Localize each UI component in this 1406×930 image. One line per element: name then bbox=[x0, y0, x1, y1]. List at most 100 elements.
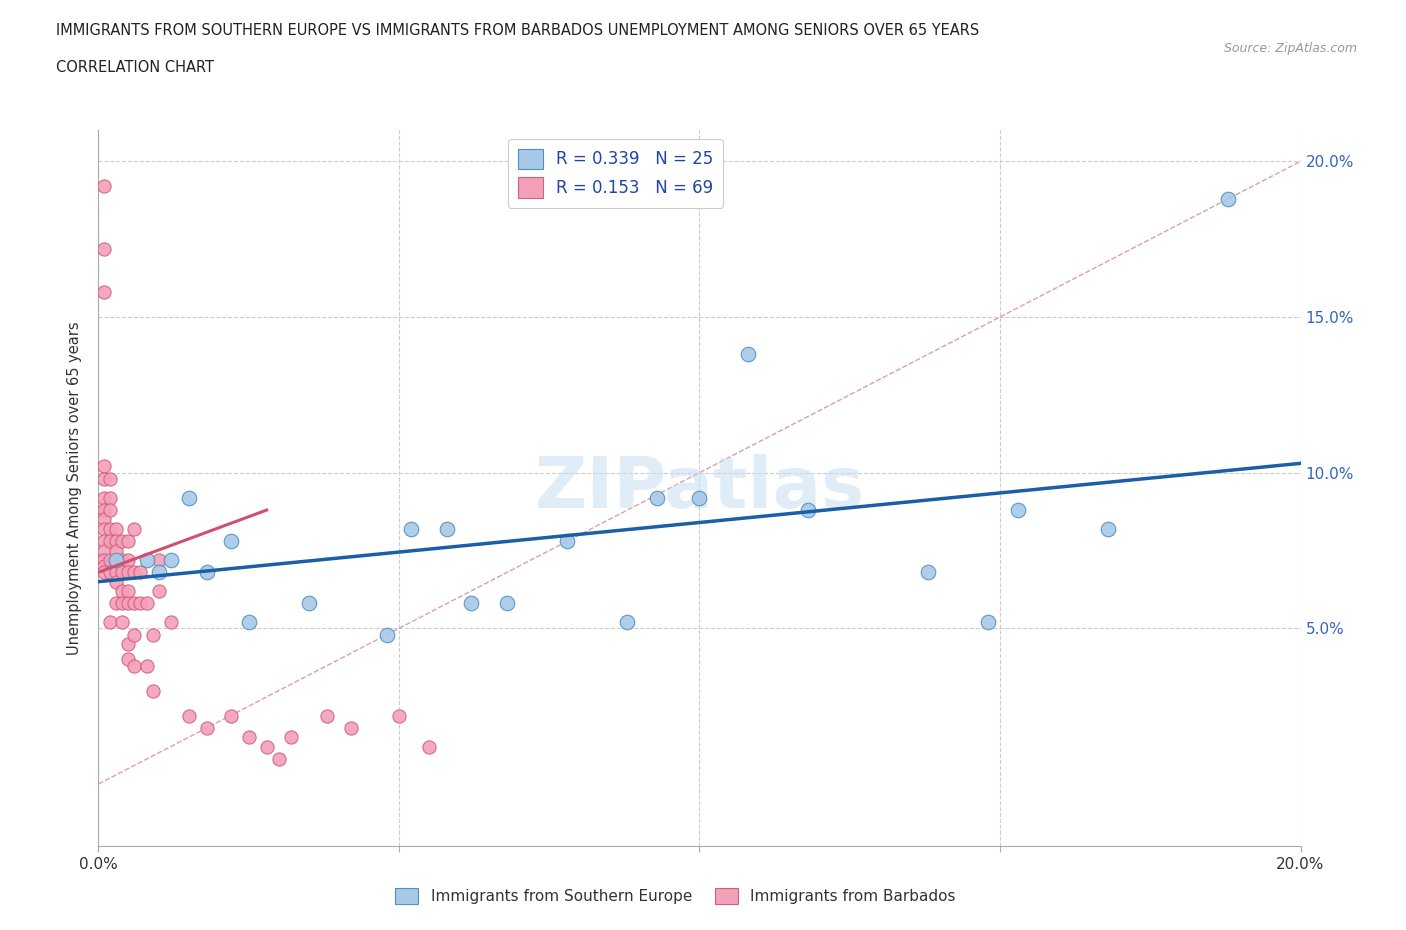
Point bbox=[148, 565, 170, 579]
Point bbox=[93, 565, 115, 579]
Point bbox=[177, 490, 200, 505]
Point bbox=[93, 502, 115, 517]
Point bbox=[388, 708, 411, 723]
Point bbox=[124, 565, 146, 579]
Point bbox=[105, 574, 128, 589]
Point bbox=[124, 627, 146, 642]
Point bbox=[238, 615, 260, 630]
Point bbox=[111, 565, 134, 579]
Text: CORRELATION CHART: CORRELATION CHART bbox=[56, 60, 214, 75]
Point bbox=[117, 552, 139, 567]
Point bbox=[977, 615, 1000, 630]
Point bbox=[105, 552, 128, 567]
Point bbox=[93, 285, 115, 299]
Point bbox=[256, 739, 278, 754]
Point bbox=[917, 565, 939, 579]
Point bbox=[159, 615, 181, 630]
Point bbox=[100, 552, 122, 567]
Point bbox=[195, 565, 218, 579]
Point bbox=[117, 636, 139, 651]
Legend: Immigrants from Southern Europe, Immigrants from Barbados: Immigrants from Southern Europe, Immigra… bbox=[389, 882, 962, 910]
Point bbox=[159, 552, 181, 567]
Point bbox=[105, 552, 128, 567]
Point bbox=[105, 565, 128, 579]
Point bbox=[105, 534, 128, 549]
Point bbox=[135, 596, 157, 611]
Point bbox=[100, 502, 122, 517]
Point bbox=[93, 472, 115, 486]
Y-axis label: Unemployment Among Seniors over 65 years: Unemployment Among Seniors over 65 years bbox=[67, 322, 83, 655]
Text: Source: ZipAtlas.com: Source: ZipAtlas.com bbox=[1223, 42, 1357, 55]
Point bbox=[737, 347, 759, 362]
Point bbox=[135, 658, 157, 673]
Point bbox=[124, 522, 146, 537]
Point bbox=[148, 583, 170, 598]
Point bbox=[93, 179, 115, 193]
Point bbox=[117, 583, 139, 598]
Point bbox=[460, 596, 482, 611]
Point bbox=[647, 490, 669, 505]
Point bbox=[129, 596, 152, 611]
Point bbox=[100, 615, 122, 630]
Point bbox=[436, 522, 458, 537]
Point bbox=[111, 552, 134, 567]
Point bbox=[93, 552, 115, 567]
Point bbox=[129, 565, 152, 579]
Point bbox=[100, 565, 122, 579]
Point bbox=[117, 652, 139, 667]
Point bbox=[117, 534, 139, 549]
Point bbox=[117, 565, 139, 579]
Point bbox=[93, 522, 115, 537]
Point bbox=[93, 490, 115, 505]
Point bbox=[93, 502, 115, 517]
Point bbox=[141, 627, 163, 642]
Point bbox=[177, 708, 200, 723]
Point bbox=[315, 708, 337, 723]
Point bbox=[616, 615, 638, 630]
Point bbox=[796, 502, 818, 517]
Point bbox=[238, 730, 260, 745]
Point bbox=[340, 721, 363, 736]
Point bbox=[93, 459, 115, 474]
Point bbox=[111, 534, 134, 549]
Point bbox=[105, 543, 128, 558]
Point bbox=[93, 543, 115, 558]
Point bbox=[93, 534, 115, 549]
Point bbox=[219, 534, 242, 549]
Point bbox=[105, 522, 128, 537]
Point bbox=[135, 552, 157, 567]
Point bbox=[93, 241, 115, 256]
Point bbox=[117, 596, 139, 611]
Text: ZIPatlas: ZIPatlas bbox=[534, 454, 865, 523]
Point bbox=[100, 534, 122, 549]
Point bbox=[219, 708, 242, 723]
Point bbox=[1097, 522, 1119, 537]
Point bbox=[105, 596, 128, 611]
Point bbox=[93, 559, 115, 574]
Text: IMMIGRANTS FROM SOUTHERN EUROPE VS IMMIGRANTS FROM BARBADOS UNEMPLOYMENT AMONG S: IMMIGRANTS FROM SOUTHERN EUROPE VS IMMIG… bbox=[56, 23, 980, 38]
Point bbox=[689, 490, 711, 505]
Point bbox=[1218, 192, 1240, 206]
Point bbox=[375, 627, 398, 642]
Point bbox=[1007, 502, 1029, 517]
Point bbox=[100, 472, 122, 486]
Point bbox=[124, 596, 146, 611]
Point bbox=[399, 522, 422, 537]
Point bbox=[148, 552, 170, 567]
Point bbox=[100, 490, 122, 505]
Point bbox=[111, 596, 134, 611]
Point bbox=[418, 739, 440, 754]
Point bbox=[105, 552, 128, 567]
Point bbox=[267, 751, 290, 766]
Point bbox=[141, 684, 163, 698]
Point bbox=[111, 583, 134, 598]
Point bbox=[93, 512, 115, 526]
Point bbox=[555, 534, 578, 549]
Point bbox=[124, 658, 146, 673]
Point bbox=[298, 596, 321, 611]
Point bbox=[280, 730, 302, 745]
Point bbox=[111, 615, 134, 630]
Point bbox=[100, 522, 122, 537]
Point bbox=[195, 721, 218, 736]
Point bbox=[496, 596, 519, 611]
